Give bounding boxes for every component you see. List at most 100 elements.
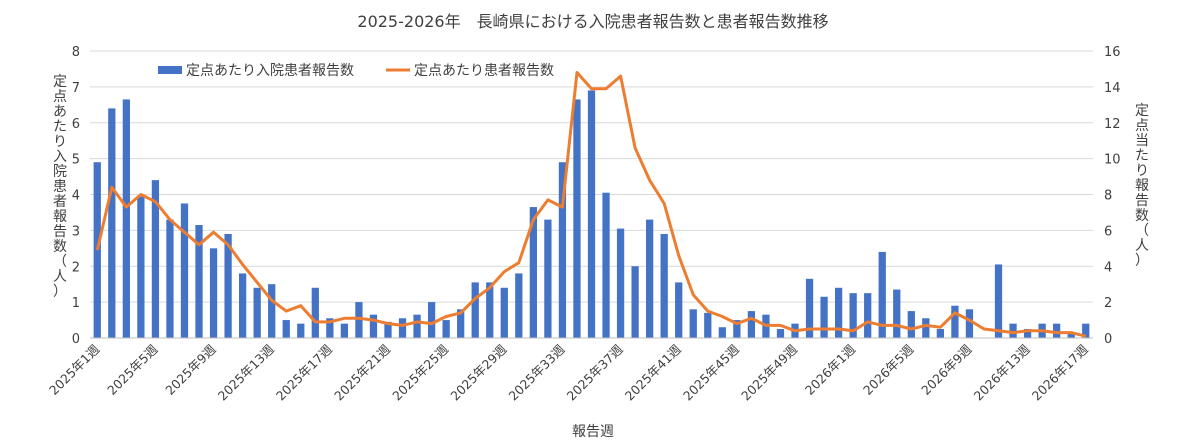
x-tick-label: 2025年29週: [447, 341, 509, 403]
bar: [427, 302, 436, 338]
bar: [151, 180, 160, 338]
bar: [442, 320, 450, 338]
bar: [893, 289, 901, 338]
line-series: [95, 71, 1087, 338]
x-tick-label: 2025年49週: [738, 341, 800, 403]
bar: [733, 320, 741, 338]
bar: [747, 311, 756, 338]
bar: [849, 293, 857, 338]
bar: [602, 192, 610, 338]
y-left-tick-label: 4: [72, 189, 80, 204]
x-tick-label: 2026年13週: [971, 341, 1033, 403]
y-left-tick-label: 1: [72, 296, 80, 311]
x-tick-label: 2026年5週: [860, 341, 917, 398]
bar: [994, 264, 1003, 338]
legend-line-label: 定点あたり患者報告数: [414, 63, 554, 79]
bar: [340, 323, 349, 338]
x-tick-label: 2025年37週: [564, 341, 626, 403]
bar: [413, 314, 421, 338]
y-right-tick-label: 10: [1104, 153, 1121, 168]
bar: [108, 108, 116, 339]
bar: [500, 287, 508, 338]
x-tick-label: 2025年17週: [273, 341, 335, 403]
bar: [1023, 329, 1032, 338]
bar: [573, 99, 581, 339]
bar: [718, 327, 726, 338]
bar: [544, 219, 552, 338]
x-tick-label: 2026年1週: [802, 341, 859, 398]
x-tick-label: 2025年41週: [622, 341, 684, 403]
y-left-tick-label: 7: [72, 81, 80, 96]
bar: [1009, 323, 1017, 338]
bar: [253, 287, 261, 338]
bar: [486, 282, 494, 338]
y-left-tick-label: 8: [72, 45, 80, 60]
y-right-tick-label: 12: [1104, 117, 1121, 132]
bar: [1053, 323, 1061, 338]
bar: [631, 266, 639, 338]
x-tick-label: 2025年5週: [104, 341, 161, 398]
y-left-tick-label: 5: [72, 153, 80, 168]
y-axis-right-title: 定点当たり報告数（人）: [1135, 103, 1149, 269]
bar: [398, 318, 407, 338]
y-right-tick-label: 6: [1104, 224, 1112, 239]
y-axis-right-label: 定点当たり報告数（人）: [1135, 103, 1149, 269]
bar: [704, 312, 712, 338]
bar: [660, 233, 668, 338]
x-tick-label: 2025年21週: [331, 341, 393, 403]
bar: [457, 309, 465, 338]
bar: [326, 318, 334, 338]
y-right-tick-label: 0: [1104, 332, 1112, 347]
bar: [922, 318, 930, 338]
bar: [515, 273, 523, 338]
x-tick-label: 2026年9週: [918, 341, 975, 398]
y-left-tick-label: 0: [72, 332, 80, 347]
y-left-tick-label: 6: [72, 117, 80, 132]
y-axis-left-label: 定点あたり入院患者報告数（人）: [53, 74, 67, 300]
legend: 定点あたり入院患者報告数 定点あたり患者報告数: [158, 63, 554, 79]
bar: [878, 251, 886, 338]
chart-title: 2025-2026年 長崎県における入院患者報告数と患者報告数推移: [357, 12, 828, 31]
bar: [268, 284, 276, 338]
x-tick-label: 2025年1週: [46, 341, 103, 398]
y-right-tick-label: 16: [1104, 45, 1121, 60]
legend-bar-label: 定点あたり入院患者報告数: [186, 63, 354, 79]
bar: [238, 273, 247, 338]
bar: [195, 224, 203, 338]
bar: [1082, 323, 1090, 338]
bar-series: [93, 90, 1090, 339]
bar: [936, 329, 945, 338]
y-right-tick-label: 8: [1104, 189, 1112, 204]
x-axis-title: 報告週: [572, 424, 614, 440]
bar: [137, 196, 145, 338]
bar: [166, 219, 174, 338]
bar: [122, 99, 130, 339]
x-tick-label: 2025年45週: [680, 341, 742, 403]
bar: [180, 203, 189, 338]
bar: [1067, 332, 1075, 338]
bar: [471, 282, 479, 338]
y-axis-left-title: 定点あたり入院患者報告数（人）: [53, 74, 67, 300]
bar: [907, 311, 915, 338]
x-tick-label: 2025年13週: [215, 341, 277, 403]
bar: [951, 305, 959, 338]
bar: [965, 309, 974, 338]
bar: [689, 309, 697, 338]
bar: [587, 90, 596, 339]
line-path: [95, 71, 1087, 338]
bar: [224, 233, 232, 338]
bar: [209, 248, 218, 338]
bar: [834, 287, 843, 338]
bar: [384, 321, 392, 338]
bar: [646, 219, 654, 338]
bar: [805, 278, 814, 338]
x-tick-label: 2026年17週: [1029, 341, 1091, 403]
bar: [369, 314, 378, 338]
y-left-tick-label: 3: [72, 224, 80, 239]
bar: [355, 302, 363, 338]
y-right-tick-label: 14: [1104, 81, 1121, 96]
y-right-tick-label: 4: [1104, 260, 1112, 275]
bar: [616, 228, 625, 338]
